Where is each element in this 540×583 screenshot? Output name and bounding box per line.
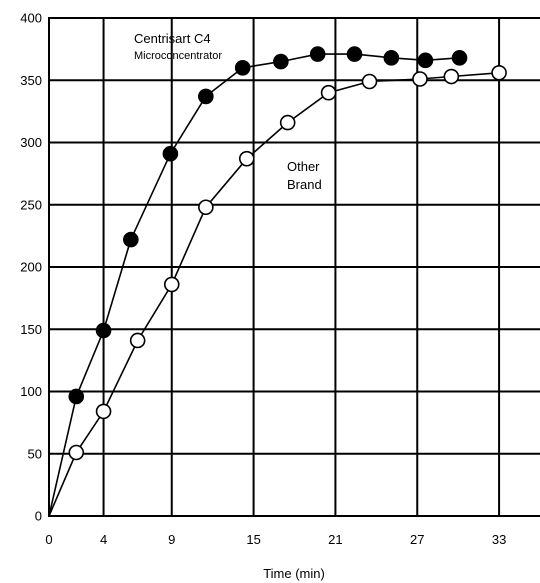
other-brand-label-line2: Brand	[287, 177, 322, 192]
y-axis-tick-labels: 0 50 100 150 200 250 300 350 400	[20, 11, 42, 524]
filled-data-point	[95, 322, 112, 339]
filled-data-point	[383, 50, 400, 66]
open-data-point	[443, 68, 460, 85]
filled-data-point	[234, 60, 251, 76]
y-tick-label: 100	[20, 384, 42, 399]
x-tick-label: 9	[168, 532, 175, 547]
open-data-point	[279, 114, 296, 131]
y-tick-label: 200	[20, 260, 42, 275]
x-axis-tick-labels: 0 4 9 15 21 27 33	[45, 532, 506, 547]
filled-data-point	[451, 50, 468, 66]
open-data-point	[412, 71, 428, 87]
series-markers	[68, 46, 507, 461]
series-lines	[48, 53, 500, 517]
y-tick-label: 0	[35, 509, 42, 524]
centrisart-label-line2: Microconcentrator	[134, 50, 222, 62]
x-axis-label: Time (min)	[263, 566, 325, 581]
y-tick-label: 50	[28, 446, 42, 461]
x-tick-label: 27	[410, 532, 424, 547]
x-tick-label: 15	[246, 532, 260, 547]
open-data-point	[361, 73, 378, 90]
other-brand-label-line1: Other	[287, 159, 320, 174]
open-data-point	[320, 84, 337, 101]
y-tick-label: 300	[20, 135, 42, 150]
filled-data-point	[198, 88, 214, 105]
open-data-point	[198, 199, 214, 216]
filled-data-point	[162, 145, 179, 162]
filled-data-point	[123, 231, 139, 248]
x-tick-label: 21	[328, 532, 342, 547]
filled-data-point	[346, 46, 363, 62]
filled-data-point	[68, 388, 85, 405]
x-tick-label: 0	[45, 532, 52, 547]
open-data-point	[491, 64, 507, 81]
y-tick-label: 400	[20, 11, 42, 26]
x-tick-label: 4	[100, 532, 107, 547]
open-data-point	[68, 444, 85, 461]
series-1-line	[48, 72, 500, 517]
x-tick-label: 33	[492, 532, 506, 547]
y-tick-label: 250	[20, 197, 42, 212]
filled-data-point	[417, 52, 434, 69]
open-data-point	[238, 150, 255, 167]
open-data-point	[95, 403, 112, 420]
y-tick-label: 350	[20, 73, 42, 88]
open-data-point	[129, 332, 146, 349]
grid	[49, 17, 540, 516]
open-data-point	[163, 276, 180, 293]
filled-data-point	[273, 53, 289, 70]
axes	[48, 17, 540, 517]
filled-data-point	[309, 46, 326, 62]
centrisart-label-line1: Centrisart C4	[134, 31, 211, 46]
y-tick-label: 150	[20, 322, 42, 337]
